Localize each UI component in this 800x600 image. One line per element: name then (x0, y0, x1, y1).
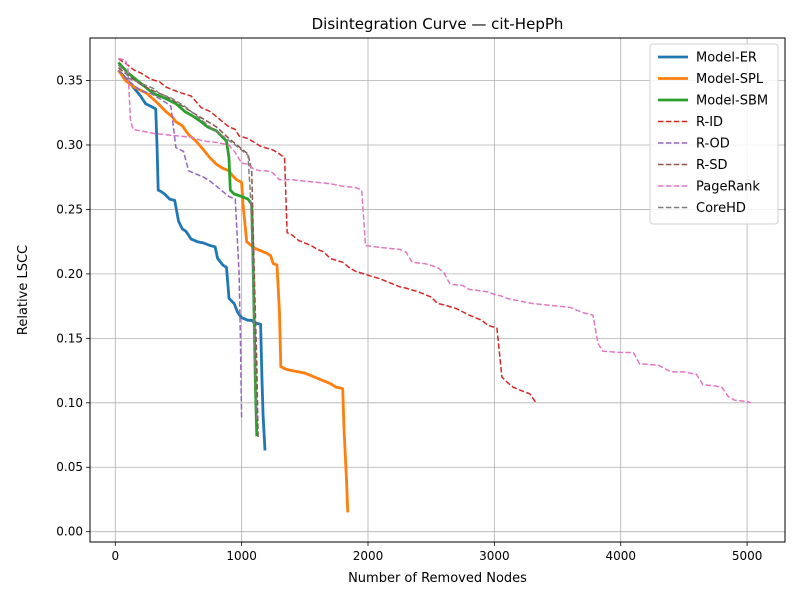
x-tick-label: 3000 (479, 549, 510, 563)
series-line-r-od (117, 69, 243, 419)
legend-label-r-sd: R-SD (696, 158, 727, 173)
x-axis-label: Number of Removed Nodes (348, 571, 527, 586)
x-tick-label: 5000 (732, 549, 763, 563)
y-tick-label: 0.00 (56, 525, 83, 539)
chart-title: Disintegration Curve — cit-HepPh (312, 15, 564, 33)
x-tick-label: 0 (111, 549, 119, 563)
legend-label-model-spl: Model-SPL (696, 72, 764, 87)
series-line-r-id (117, 57, 537, 404)
y-tick-label: 0.30 (56, 138, 83, 152)
y-tick-label: 0.20 (56, 267, 83, 281)
y-axis-label: Relative LSCC (16, 245, 31, 335)
series-line-pagerank (118, 57, 752, 404)
y-tick-label: 0.10 (56, 396, 83, 410)
legend: Model-ER Model-SPL Model-SBM R-ID R-OD R-SD Pa… (649, 43, 779, 225)
legend-label-pagerank: PageRank (696, 180, 760, 195)
y-tick-label: 0.35 (56, 74, 83, 88)
y-tick-label: 0.25 (56, 202, 83, 216)
legend-label-corehd: CoreHD (696, 201, 746, 216)
legend-box (649, 43, 779, 225)
x-tick-label: 2000 (353, 549, 384, 563)
y-tick-label: 0.05 (56, 460, 83, 474)
ticks: 0 1000 2000 3000 4000 5000 0.00 0.05 0.10 0.15 0.2… (56, 74, 762, 563)
plot-frame (89, 37, 786, 543)
legend-label-model-sbm: Model-SBM (696, 94, 768, 109)
legend-label-model-er: Model-ER (696, 51, 757, 66)
x-tick-label: 1000 (226, 549, 257, 563)
series-line-model-sbm (117, 61, 259, 437)
grid (90, 38, 785, 542)
series-group (117, 57, 752, 513)
series-line-model-er (117, 69, 267, 451)
legend-label-r-od: R-OD (696, 137, 730, 152)
x-tick-label: 4000 (605, 549, 636, 563)
y-tick-label: 0.15 (56, 331, 83, 345)
series-line-corehd (117, 64, 258, 421)
series-line-r-sd (117, 67, 259, 439)
legend-label-r-id: R-ID (696, 115, 723, 130)
series-line-model-spl (117, 69, 350, 513)
